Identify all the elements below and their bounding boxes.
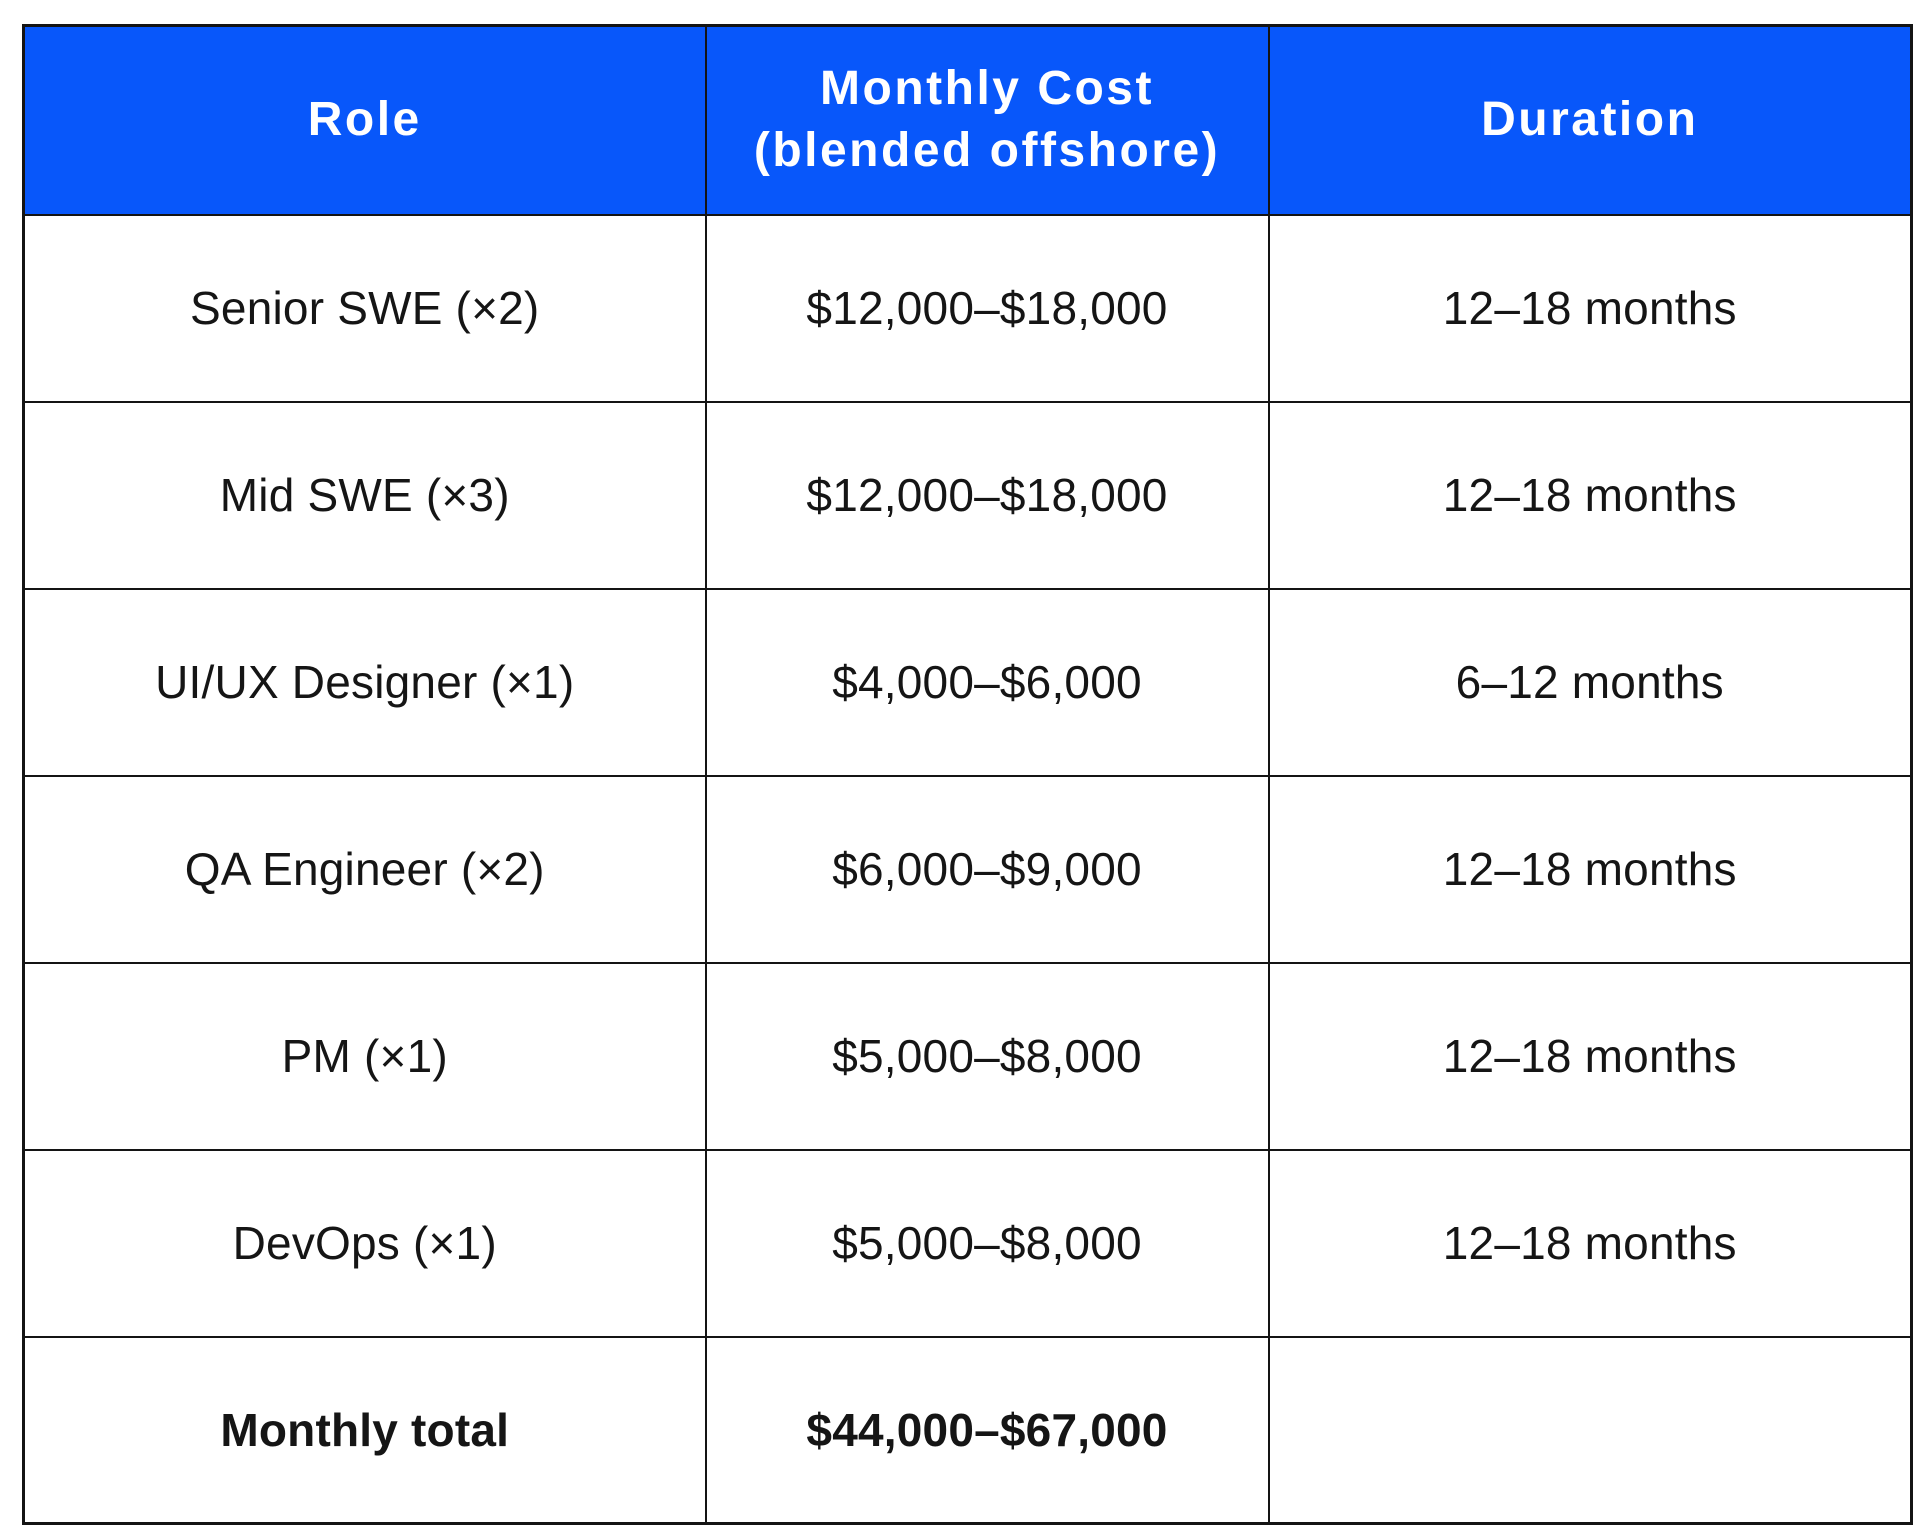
- role-cell: Senior SWE (×2): [22, 213, 707, 403]
- col-header-duration: Duration: [1267, 24, 1913, 216]
- col-header-role: Role: [22, 24, 707, 216]
- role-cell: Mid SWE (×3): [22, 400, 707, 590]
- table-header: Role Monthly Cost (blended offshore) Dur…: [22, 24, 1913, 216]
- total-cost-cell: $44,000–$67,000: [704, 1335, 1270, 1525]
- table-row: DevOps (×1) $5,000–$8,000 12–18 months: [22, 1148, 1913, 1338]
- cost-cell: $5,000–$8,000: [704, 961, 1270, 1151]
- header-row: Role Monthly Cost (blended offshore) Dur…: [22, 24, 1913, 216]
- table-row: QA Engineer (×2) $6,000–$9,000 12–18 mon…: [22, 774, 1913, 964]
- duration-cell: 12–18 months: [1267, 961, 1913, 1151]
- duration-cell: 12–18 months: [1267, 213, 1913, 403]
- duration-cell: 6–12 months: [1267, 587, 1913, 777]
- total-row: Monthly total $44,000–$67,000: [22, 1335, 1913, 1525]
- duration-cell: 12–18 months: [1267, 1148, 1913, 1338]
- table-row: Senior SWE (×2) $12,000–$18,000 12–18 mo…: [22, 213, 1913, 403]
- duration-cell: 12–18 months: [1267, 400, 1913, 590]
- total-label-cell: Monthly total: [22, 1335, 707, 1525]
- total-duration-cell: [1267, 1335, 1913, 1525]
- role-cell: DevOps (×1): [22, 1148, 707, 1338]
- cost-cell: $12,000–$18,000: [704, 213, 1270, 403]
- cost-cell: $6,000–$9,000: [704, 774, 1270, 964]
- role-cell: PM (×1): [22, 961, 707, 1151]
- role-cell: QA Engineer (×2): [22, 774, 707, 964]
- table-row: PM (×1) $5,000–$8,000 12–18 months: [22, 961, 1913, 1151]
- role-cell: UI/UX Designer (×1): [22, 587, 707, 777]
- table-row: Mid SWE (×3) $12,000–$18,000 12–18 month…: [22, 400, 1913, 590]
- offshore-cost-table: Role Monthly Cost (blended offshore) Dur…: [22, 24, 1913, 1525]
- cost-cell: $4,000–$6,000: [704, 587, 1270, 777]
- table-row: UI/UX Designer (×1) $4,000–$6,000 6–12 m…: [22, 587, 1913, 777]
- cost-cell: $5,000–$8,000: [704, 1148, 1270, 1338]
- duration-cell: 12–18 months: [1267, 774, 1913, 964]
- table-body: Senior SWE (×2) $12,000–$18,000 12–18 mo…: [22, 213, 1913, 1525]
- col-header-monthly-cost: Monthly Cost (blended offshore): [704, 24, 1270, 216]
- cost-cell: $12,000–$18,000: [704, 400, 1270, 590]
